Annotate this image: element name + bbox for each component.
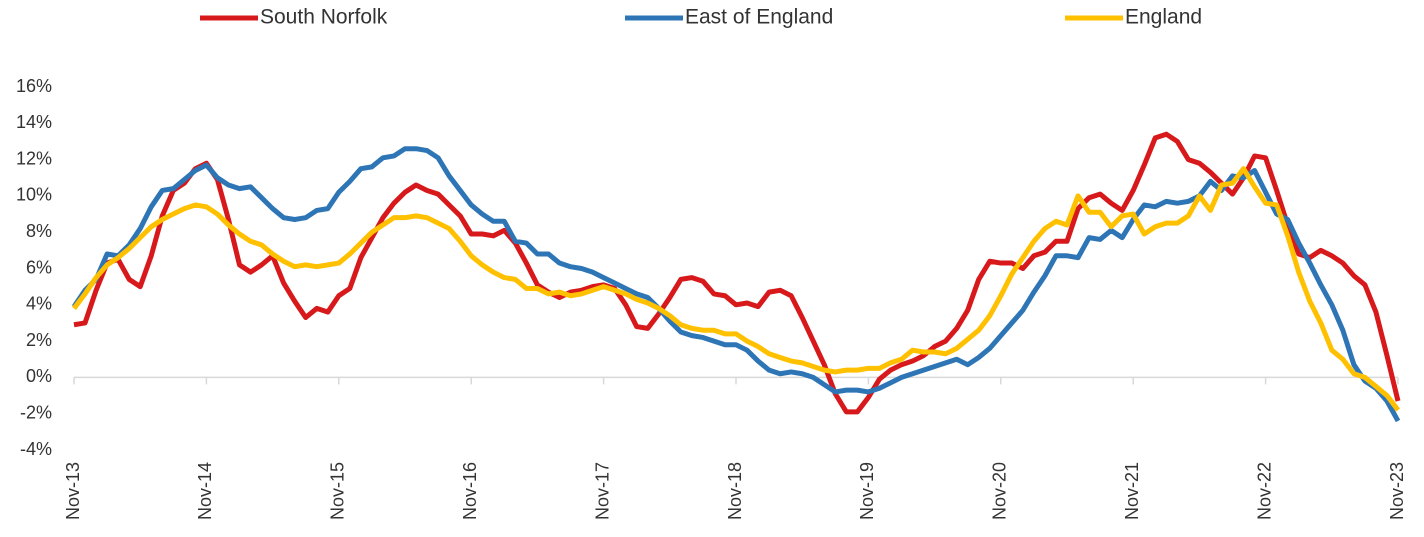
y-tick-label: 14% (16, 112, 52, 132)
series-line (72, 166, 1400, 412)
x-tick-label: Nov-21 (1122, 462, 1142, 520)
x-tick-label: Nov-19 (857, 462, 877, 520)
y-tick-label: 2% (26, 330, 52, 350)
legend-label: South Norfolk (260, 6, 388, 29)
y-tick-label: 4% (26, 294, 52, 314)
x-tick-label: Nov-18 (725, 462, 745, 520)
x-tick-label: Nov-22 (1254, 462, 1274, 520)
legend-label: East of England (685, 6, 833, 29)
y-tick-label: 0% (26, 366, 52, 386)
y-tick-label: 12% (16, 148, 52, 168)
x-tick-label: Nov-23 (1387, 462, 1407, 520)
y-tick-label: 10% (16, 185, 52, 205)
x-tick-label: Nov-17 (592, 462, 612, 520)
series-line (73, 131, 1401, 415)
y-tick-label: -4% (20, 439, 52, 459)
x-tick-label: Nov-16 (460, 462, 480, 520)
series-line (71, 146, 1401, 423)
y-tick-label: 8% (26, 221, 52, 241)
legend-label: England (1125, 6, 1202, 29)
y-tick-label: 6% (26, 257, 52, 277)
x-tick-label: Nov-13 (63, 462, 83, 520)
y-tick-label: 16% (16, 76, 52, 96)
x-tick-label: Nov-14 (195, 462, 215, 520)
x-tick-label: Nov-20 (990, 462, 1010, 520)
y-tick-label: -2% (20, 402, 52, 422)
x-tick-label: Nov-15 (328, 462, 348, 520)
